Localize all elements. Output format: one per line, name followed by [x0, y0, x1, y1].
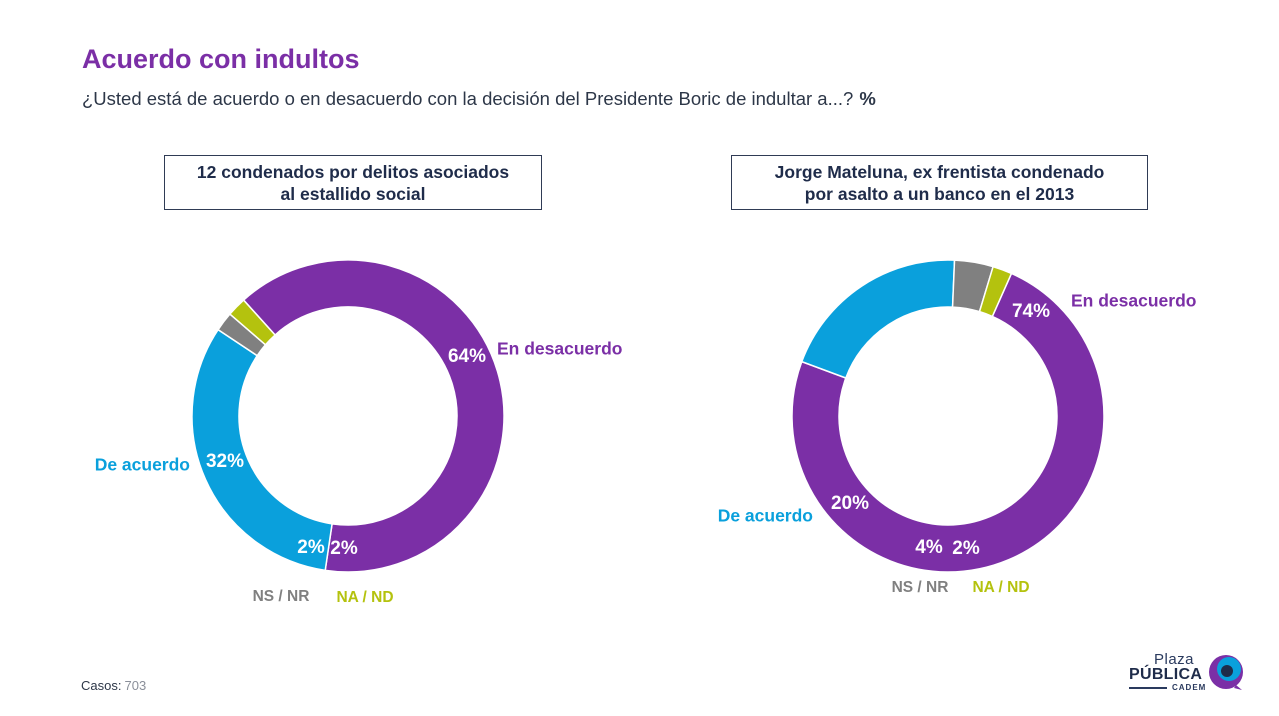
chart-2-slice-de-acuerdo [800, 259, 956, 379]
chart-1-value-label-en-desacuerdo: 64% [448, 346, 486, 367]
question-text: ¿Usted está de acuerdo o en desacuerdo c… [82, 88, 854, 109]
page-subtitle: ¿Usted está de acuerdo o en desacuerdo c… [82, 88, 876, 110]
chart-2-category-label-en-desacuerdo: En desacuerdo [1071, 291, 1196, 311]
chart-2-category-label-na-nd: NA / ND [972, 579, 1029, 596]
chart-2-category-label-ns-nr: NS / NR [892, 579, 949, 596]
page-title: Acuerdo con indultos [82, 44, 360, 74]
logo-line-2: PÚBLICA [1129, 666, 1203, 683]
logo-line-3: CADEM [1172, 683, 1207, 692]
chart-2-title-box: Jorge Mateluna, ex frentista condenado p… [731, 155, 1148, 210]
sample-size-label: Casos [81, 678, 118, 693]
chart-2-category-label-de-acuerdo: De acuerdo [718, 506, 813, 526]
unit-label: % [859, 88, 876, 109]
logo-underline [1129, 687, 1167, 689]
chart-1-category-label-ns-nr: NS / NR [253, 588, 310, 605]
chart-1-value-label-de-acuerdo: 32% [206, 451, 244, 472]
sample-size: Casos: 703 [81, 678, 147, 693]
chart-2-title-line-1: Jorge Mateluna, ex frentista condenado [774, 161, 1105, 182]
chart-1-title-line-1: 12 condenados por delitos asociados [196, 161, 510, 182]
chart-1-category-label-en-desacuerdo: En desacuerdo [497, 339, 622, 359]
donut-chart-2: 74% 20% 4% 2% En desacuerdo De acuerdo NS / NR… [718, 259, 1196, 596]
chart-2-title-line-2: por asalto a un banco en el 2013 [804, 183, 1075, 204]
chart-2-value-label-ns-nr: 4% [915, 537, 943, 558]
chart-1-category-label-na-nd: NA / ND [336, 589, 393, 606]
chart-2-slice-na-nd [978, 265, 1013, 318]
plaza-publica-logo: Plaza PÚBLICA CADEM [1126, 650, 1256, 700]
chart-2-value-label-en-desacuerdo: 74% [1012, 301, 1050, 322]
chart-1-value-label-na-nd: 2% [330, 538, 358, 559]
chart-2-slice-en-desacuerdo [791, 272, 1105, 573]
chart-1-title-box: 12 condenados por delitos asociados al e… [164, 155, 542, 210]
chart-1-value-label-ns-nr: 2% [297, 537, 325, 558]
chart-2-value-label-de-acuerdo: 20% [831, 493, 869, 514]
chart-1-slice-na-nd [228, 299, 277, 346]
chart-2-value-label-na-nd: 2% [952, 538, 980, 559]
chart-1-category-label-de-acuerdo: De acuerdo [95, 455, 190, 475]
logo-line-1: Plaza [1154, 651, 1195, 668]
chart-1-slice-en-desacuerdo [242, 259, 505, 573]
donut-chart-1: 64% 32% 2% 2% En desacuerdo De acuerdo NS / NR… [95, 259, 622, 606]
chart-1-title-line-2: al estallido social [280, 183, 426, 204]
sample-size-value: 703 [124, 678, 147, 693]
chart-1-slice-de-acuerdo [191, 328, 333, 572]
cadem-swirl-icon [1209, 655, 1243, 690]
